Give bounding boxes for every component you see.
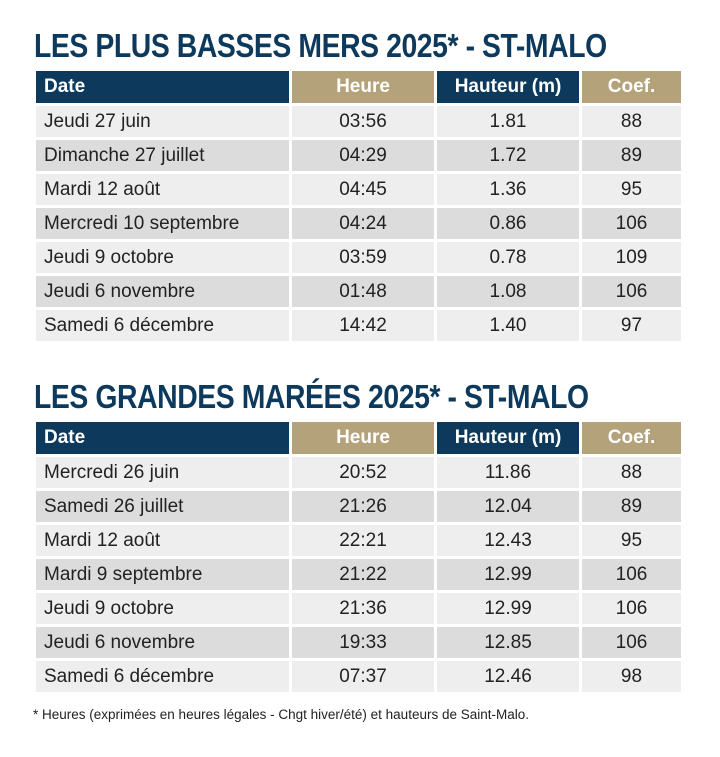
cell-date: Jeudi 9 octobre xyxy=(36,593,289,624)
cell-heure: 21:26 xyxy=(292,491,434,522)
column-header-heure: Heure xyxy=(292,422,434,454)
cell-date: Mardi 12 août xyxy=(36,174,289,205)
table-row: Jeudi 6 novembre 19:33 12.85 106 xyxy=(36,627,681,658)
cell-heure: 04:45 xyxy=(292,174,434,205)
cell-coef: 97 xyxy=(582,310,681,341)
cell-hauteur: 12.85 xyxy=(437,627,579,658)
cell-coef: 89 xyxy=(582,140,681,171)
cell-coef: 106 xyxy=(582,208,681,239)
low-tides-table: Date Heure Hauteur (m) Coef. Jeudi 27 ju… xyxy=(33,68,684,344)
cell-heure: 21:22 xyxy=(292,559,434,590)
table-row: Mardi 12 août 04:45 1.36 95 xyxy=(36,174,681,205)
cell-heure: 04:29 xyxy=(292,140,434,171)
column-header-date: Date xyxy=(36,71,289,103)
cell-hauteur: 1.40 xyxy=(437,310,579,341)
cell-coef: 106 xyxy=(582,627,681,658)
cell-hauteur: 11.86 xyxy=(437,457,579,488)
cell-coef: 88 xyxy=(582,106,681,137)
high-tides-title: LES GRANDES MARÉES 2025* - ST-MALO xyxy=(34,378,589,415)
cell-coef: 89 xyxy=(582,491,681,522)
table-row: Samedi 26 juillet 21:26 12.04 89 xyxy=(36,491,681,522)
cell-hauteur: 0.86 xyxy=(437,208,579,239)
cell-heure: 03:59 xyxy=(292,242,434,273)
low-tides-title: LES PLUS BASSES MERS 2025* - ST-MALO xyxy=(34,27,607,64)
cell-hauteur: 1.72 xyxy=(437,140,579,171)
cell-date: Mardi 9 septembre xyxy=(36,559,289,590)
table-header-row: Date Heure Hauteur (m) Coef. xyxy=(36,71,681,103)
cell-heure: 07:37 xyxy=(292,661,434,692)
cell-hauteur: 12.04 xyxy=(437,491,579,522)
cell-date: Mercredi 10 septembre xyxy=(36,208,289,239)
cell-heure: 14:42 xyxy=(292,310,434,341)
table-row: Mardi 12 août 22:21 12.43 95 xyxy=(36,525,681,556)
cell-coef: 88 xyxy=(582,457,681,488)
cell-hauteur: 1.08 xyxy=(437,276,579,307)
cell-heure: 04:24 xyxy=(292,208,434,239)
cell-hauteur: 12.99 xyxy=(437,593,579,624)
table-row: Mercredi 26 juin 20:52 11.86 88 xyxy=(36,457,681,488)
cell-date: Jeudi 9 octobre xyxy=(36,242,289,273)
cell-hauteur: 1.81 xyxy=(437,106,579,137)
table-row: Jeudi 6 novembre 01:48 1.08 106 xyxy=(36,276,681,307)
cell-hauteur: 12.43 xyxy=(437,525,579,556)
cell-heure: 20:52 xyxy=(292,457,434,488)
table-row: Jeudi 9 octobre 03:59 0.78 109 xyxy=(36,242,681,273)
cell-hauteur: 0.78 xyxy=(437,242,579,273)
table-header-row: Date Heure Hauteur (m) Coef. xyxy=(36,422,681,454)
column-header-date: Date xyxy=(36,422,289,454)
column-header-hauteur: Hauteur (m) xyxy=(437,422,579,454)
cell-hauteur: 1.36 xyxy=(437,174,579,205)
cell-coef: 95 xyxy=(582,525,681,556)
cell-date: Samedi 26 juillet xyxy=(36,491,289,522)
table-row: Mercredi 10 septembre 04:24 0.86 106 xyxy=(36,208,681,239)
table-row: Samedi 6 décembre 07:37 12.46 98 xyxy=(36,661,681,692)
cell-heure: 01:48 xyxy=(292,276,434,307)
cell-heure: 21:36 xyxy=(292,593,434,624)
cell-coef: 98 xyxy=(582,661,681,692)
cell-date: Samedi 6 décembre xyxy=(36,310,289,341)
column-header-hauteur: Hauteur (m) xyxy=(437,71,579,103)
column-header-coef: Coef. xyxy=(582,422,681,454)
cell-date: Jeudi 6 novembre xyxy=(36,276,289,307)
table-row: Samedi 6 décembre 14:42 1.40 97 xyxy=(36,310,681,341)
cell-heure: 22:21 xyxy=(292,525,434,556)
cell-date: Dimanche 27 juillet xyxy=(36,140,289,171)
cell-coef: 106 xyxy=(582,593,681,624)
table-row: Mardi 9 septembre 21:22 12.99 106 xyxy=(36,559,681,590)
column-header-heure: Heure xyxy=(292,71,434,103)
cell-coef: 106 xyxy=(582,559,681,590)
table-row: Dimanche 27 juillet 04:29 1.72 89 xyxy=(36,140,681,171)
column-header-coef: Coef. xyxy=(582,71,681,103)
cell-heure: 03:56 xyxy=(292,106,434,137)
table-row: Jeudi 27 juin 03:56 1.81 88 xyxy=(36,106,681,137)
footnote: * Heures (exprimées en heures légales - … xyxy=(33,707,529,722)
high-tides-table: Date Heure Hauteur (m) Coef. Mercredi 26… xyxy=(33,419,684,695)
cell-date: Samedi 6 décembre xyxy=(36,661,289,692)
cell-hauteur: 12.99 xyxy=(437,559,579,590)
cell-coef: 106 xyxy=(582,276,681,307)
cell-date: Jeudi 27 juin xyxy=(36,106,289,137)
cell-date: Mercredi 26 juin xyxy=(36,457,289,488)
table-row: Jeudi 9 octobre 21:36 12.99 106 xyxy=(36,593,681,624)
cell-heure: 19:33 xyxy=(292,627,434,658)
cell-coef: 109 xyxy=(582,242,681,273)
cell-hauteur: 12.46 xyxy=(437,661,579,692)
cell-coef: 95 xyxy=(582,174,681,205)
cell-date: Mardi 12 août xyxy=(36,525,289,556)
cell-date: Jeudi 6 novembre xyxy=(36,627,289,658)
